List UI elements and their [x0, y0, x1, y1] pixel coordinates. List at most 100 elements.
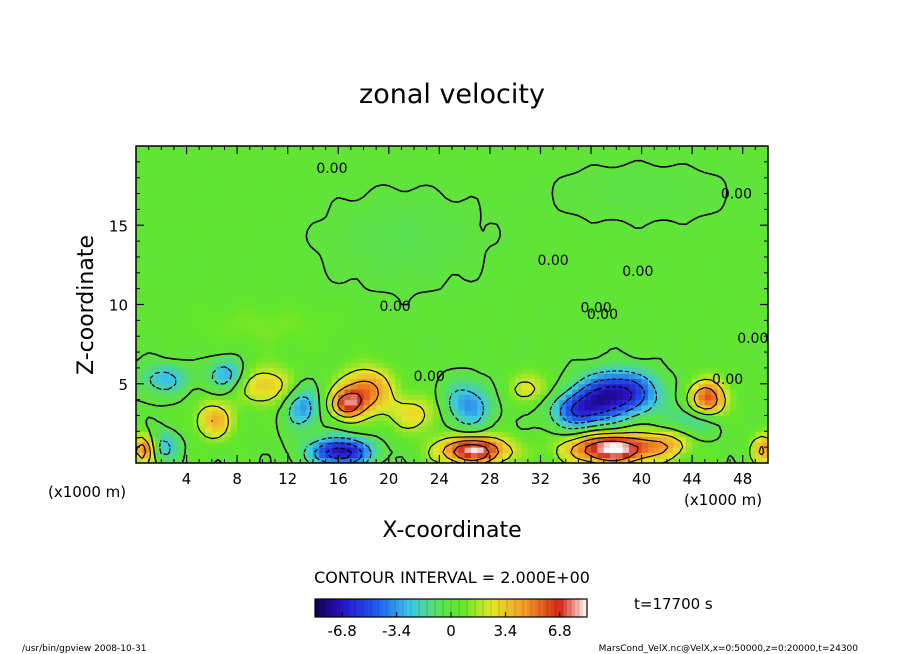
- field-cell: [698, 346, 706, 353]
- field-cell: [192, 278, 200, 284]
- field-cell: [433, 278, 440, 284]
- field-cell: [761, 447, 769, 453]
- field-cell: [148, 399, 156, 406]
- field-cell: [534, 267, 541, 274]
- field-cell: [350, 325, 358, 332]
- field-cell: [546, 267, 554, 274]
- field-cell: [578, 452, 586, 459]
- field-cell: [635, 399, 643, 406]
- field-cell: [553, 256, 560, 263]
- field-cell: [572, 352, 579, 358]
- field-cell: [426, 383, 434, 390]
- field-cell: [325, 330, 333, 337]
- field-cell: [154, 426, 162, 432]
- field-cell: [452, 235, 459, 242]
- field-cell: [331, 447, 339, 453]
- field-cell: [363, 272, 371, 279]
- field-cell: [666, 293, 674, 300]
- field-cell: [591, 278, 598, 284]
- field-cell: [527, 198, 535, 205]
- field-cell: [275, 383, 282, 390]
- field-cell: [635, 278, 643, 284]
- field-cell: [382, 214, 390, 221]
- field-cell: [338, 320, 346, 327]
- field-cell: [136, 341, 143, 348]
- field-cell: [268, 352, 276, 358]
- field-cell: [243, 299, 251, 305]
- field-cell: [704, 426, 712, 432]
- field-cell: [357, 219, 365, 226]
- field-cell: [275, 404, 282, 411]
- field-cell: [742, 436, 750, 443]
- field-cell: [312, 452, 320, 459]
- field-cell: [224, 441, 232, 448]
- field-cell: [508, 452, 516, 459]
- field-cell: [249, 383, 257, 390]
- field-cell: [230, 309, 238, 316]
- field-cell: [685, 315, 693, 321]
- field-cell: [338, 299, 346, 305]
- field-cell: [199, 288, 207, 295]
- field-cell: [641, 341, 649, 348]
- field-cell: [692, 246, 699, 253]
- field-cell: [426, 235, 434, 242]
- field-cell: [218, 262, 225, 269]
- field-cell: [192, 204, 200, 210]
- field-cell: [679, 309, 687, 316]
- field-cell: [331, 389, 339, 395]
- field-cell: [527, 272, 535, 279]
- field-cell: [546, 320, 554, 327]
- field-cell: [553, 299, 560, 305]
- field-cell: [717, 452, 725, 459]
- field-cell: [711, 431, 718, 438]
- field-cell: [717, 230, 725, 237]
- field-cell: [445, 420, 453, 427]
- field-cell: [534, 315, 541, 321]
- field-cell: [218, 225, 225, 232]
- field-cell: [489, 272, 497, 279]
- field-cell: [483, 198, 491, 205]
- field-cell: [331, 230, 339, 237]
- field-cell: [458, 241, 466, 247]
- field-cell: [508, 235, 516, 242]
- field-cell: [673, 426, 681, 432]
- field-cell: [540, 404, 548, 411]
- field-cell: [654, 283, 662, 290]
- field-cell: [325, 420, 333, 427]
- field-cell: [161, 219, 169, 226]
- field-cell: [685, 262, 693, 269]
- field-cell: [673, 330, 681, 337]
- field-cell: [679, 336, 687, 342]
- field-cell: [578, 378, 586, 385]
- field-cell: [483, 399, 491, 406]
- field-cell: [426, 204, 434, 210]
- field-cell: [641, 262, 649, 269]
- field-cell: [635, 241, 643, 247]
- field-cell: [401, 394, 409, 401]
- field-cell: [376, 420, 383, 427]
- field-cell: [597, 325, 605, 332]
- field-cell: [749, 304, 756, 311]
- field-cell: [641, 399, 649, 406]
- field-cell: [363, 309, 371, 316]
- field-cell: [452, 383, 459, 390]
- field-cell: [167, 262, 175, 269]
- field-cell: [565, 235, 573, 242]
- field-cell: [420, 304, 428, 311]
- field-cell: [395, 410, 402, 416]
- field-cell: [281, 452, 289, 459]
- field-cell: [591, 420, 598, 427]
- field-cell: [679, 204, 687, 210]
- field-cell: [711, 330, 718, 337]
- field-cell: [628, 267, 636, 274]
- field-cell: [704, 447, 712, 453]
- field-cell: [597, 426, 605, 432]
- field-cell: [711, 383, 718, 390]
- field-cell: [433, 436, 440, 443]
- field-cell: [388, 246, 396, 253]
- field-cell: [711, 378, 718, 385]
- field-cell: [711, 267, 718, 274]
- field-cell: [439, 341, 447, 348]
- field-cell: [161, 357, 169, 364]
- field-cell: [641, 457, 649, 464]
